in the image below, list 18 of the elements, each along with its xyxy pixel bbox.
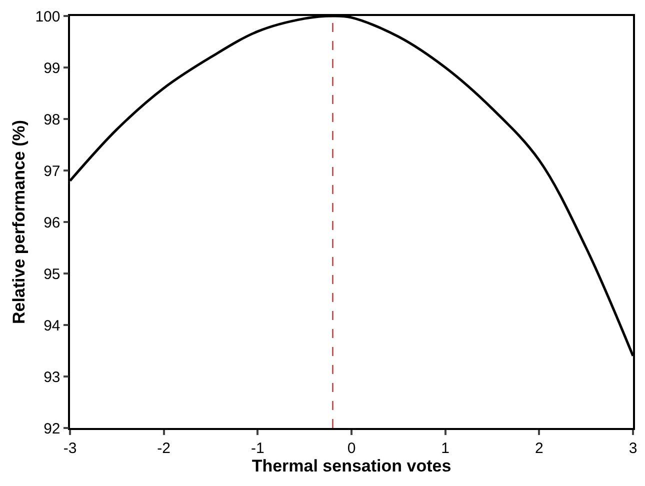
y-tick-label: 100 [35,8,60,26]
y-tick-label: 97 [44,162,60,180]
x-tick-label: 3 [628,440,638,457]
x-tick-label: 1 [441,440,450,457]
x-tick-label: 2 [535,440,544,457]
y-tick-label: 96 [44,214,60,232]
x-axis-title: Thermal sensation votes [252,456,452,476]
y-tick-label: 95 [44,266,60,283]
y-tick-label: 98 [44,111,60,128]
x-tick-label: 0 [347,440,356,457]
y-tick-label: 92 [44,420,60,438]
y-tick-label: 99 [44,60,60,77]
x-tick-label: -3 [63,440,77,457]
y-tick-label: 93 [44,368,60,386]
y-tick-label: 94 [44,317,60,334]
x-tick-label: -1 [251,440,264,457]
x-tick-label: -2 [157,440,170,457]
y-axis-title: Relative performance (%) [9,120,28,324]
